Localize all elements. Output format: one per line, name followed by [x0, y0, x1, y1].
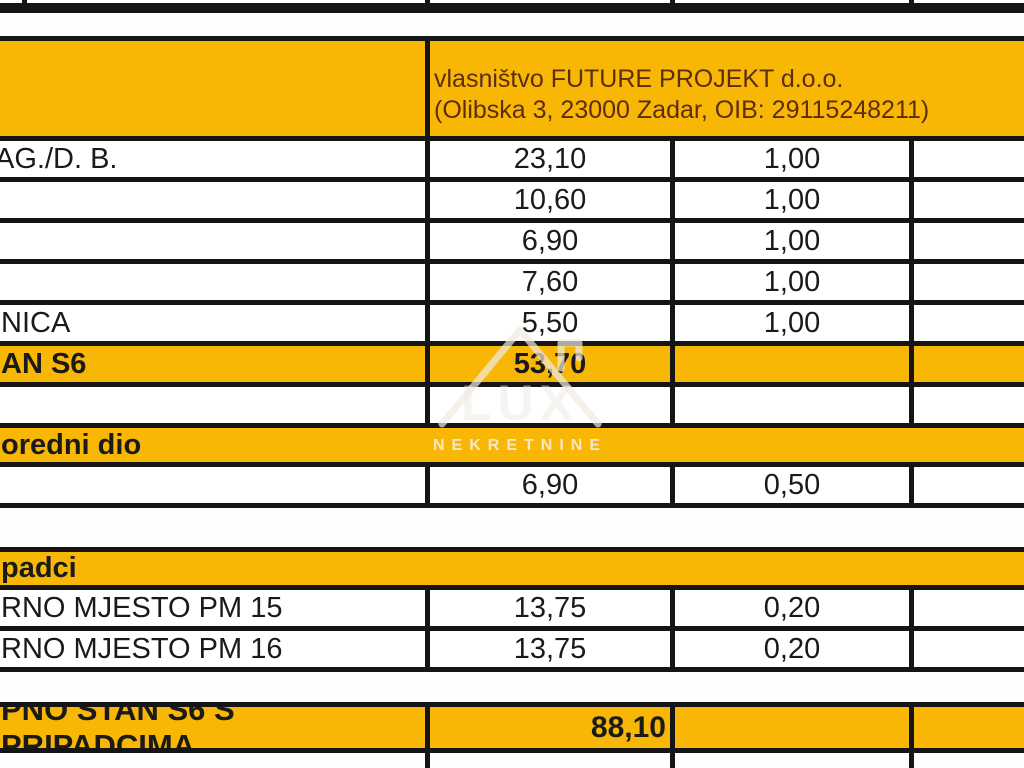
grid-vline — [670, 467, 675, 508]
parking-label: RNO MJESTO PM 16 — [1, 632, 283, 665]
room-label: AG./D. B. — [0, 142, 118, 175]
parking-label: RNO MJESTO PM 15 — [1, 591, 283, 624]
empty-row — [0, 387, 1024, 428]
grid-vline — [425, 467, 430, 508]
coefficient-value: 0,20 — [763, 632, 821, 665]
coefficient-value: 1,00 — [763, 183, 821, 216]
room-label: NICA — [1, 306, 71, 339]
coefficient-value: 1,00 — [763, 306, 821, 339]
grid-vline — [670, 702, 675, 768]
section-title: oredni dio — [1, 428, 142, 461]
section-title: padci — [1, 552, 77, 584]
grand-total-area: 88,10 — [590, 710, 666, 744]
grid-vline — [909, 590, 914, 672]
grand-total-label: PNO STAN S6 S PRIPADCIMA — [1, 707, 235, 748]
table-row: AG./D. B. 23,10 1,00 2 — [0, 141, 1024, 182]
grid-vline — [425, 36, 430, 141]
area-value: 10,60 — [513, 183, 587, 216]
grid-vline — [909, 702, 914, 768]
top-strip-bottom-border — [0, 3, 1024, 13]
grid-vline — [425, 141, 430, 428]
table-row: NICA 5,50 1,00 — [0, 305, 1024, 346]
area-value: 6,90 — [521, 468, 579, 501]
table-row: 7,60 1,00 — [0, 264, 1024, 305]
coefficient-value: 0,20 — [763, 591, 821, 624]
coefficient-value: 1,00 — [763, 224, 821, 257]
parking-row: RNO MJESTO PM 15 13,75 0,20 — [0, 590, 1024, 631]
section-band-appurtenances: padci — [0, 547, 1024, 590]
ownership-header-text: vlasništvo FUTURE PROJEKT d.o.o. (Olibsk… — [430, 36, 1024, 141]
area-value: 5,50 — [521, 306, 579, 339]
area-value: 13,75 — [513, 632, 587, 665]
owner-line1: vlasništvo FUTURE PROJEKT d.o.o. — [434, 64, 844, 93]
area-value: 13,75 — [513, 591, 587, 624]
subtotal-label: AN S6 — [1, 347, 87, 380]
grid-vline — [909, 141, 914, 428]
coefficient-value: 1,00 — [763, 142, 821, 175]
table-row: 6,90 1,00 — [0, 223, 1024, 264]
grid-vline — [425, 590, 430, 672]
subtotal-area: 53,70 — [513, 347, 587, 380]
table-row: 6,90 0,50 — [0, 467, 1024, 508]
grid-vline — [425, 702, 430, 768]
grand-total-row: PNO STAN S6 S PRIPADCIMA 88,10 — [0, 702, 1024, 753]
area-value: 6,90 — [521, 224, 579, 257]
parking-row: RNO MJESTO PM 16 13,75 0,20 — [0, 631, 1024, 672]
grid-vline — [670, 590, 675, 672]
coefficient-value: 0,50 — [763, 468, 821, 501]
grid-vline — [909, 467, 914, 508]
stan-subtotal-row: AN S6 53,70 — [0, 346, 1024, 387]
grid-vline — [670, 141, 675, 428]
area-value: 23,10 — [513, 142, 587, 175]
area-value: 7,60 — [521, 265, 579, 298]
section-band-secondary: oredni dio — [0, 428, 1024, 467]
clipped-edge-value: 2 — [1015, 141, 1024, 177]
owner-line2: (Olibska 3, 23000 Zadar, OIB: 2911524821… — [434, 95, 930, 124]
ownership-header-band — [0, 36, 1024, 141]
table-row: 10,60 1,00 — [0, 182, 1024, 223]
coefficient-value: 1,00 — [763, 265, 821, 298]
